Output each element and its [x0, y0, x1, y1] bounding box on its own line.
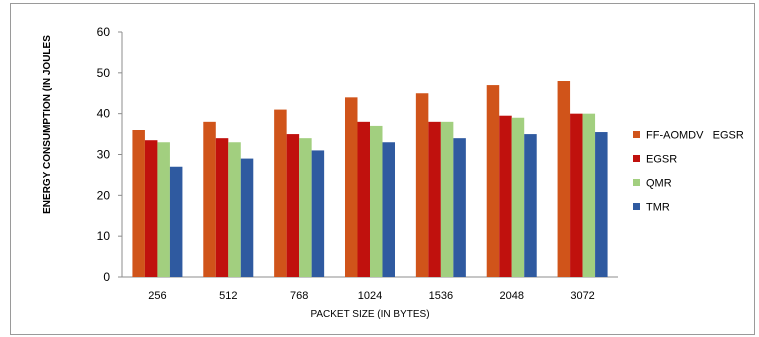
x-axis-label: PACKET SIZE (IN BYTES)	[310, 309, 429, 320]
bar-ff-aomdv-egsr-256	[132, 130, 145, 277]
y-tick-label: 10	[97, 229, 111, 243]
bar-ff-aomdv-egsr-1536	[415, 93, 429, 277]
x-tick-label: 2048	[499, 290, 523, 302]
bar-tmr-512	[240, 158, 254, 277]
bar-ff-aomdv-egsr-768	[274, 109, 287, 277]
legend-label: QMR	[646, 178, 672, 190]
bar-tmr-1024	[382, 142, 395, 277]
bar-qmr-2048	[511, 117, 525, 277]
y-tick-label: 50	[97, 66, 111, 80]
legend-label: EGSR	[646, 154, 677, 166]
bar-egsr-3072	[570, 113, 583, 278]
x-tick-label: 3072	[570, 290, 594, 302]
bar-tmr-768	[311, 150, 325, 277]
bar-qmr-512	[228, 142, 241, 277]
legend-swatch	[633, 179, 640, 186]
bar-egsr-512	[215, 138, 229, 277]
legend-swatch	[633, 155, 640, 162]
bar-qmr-3072	[582, 113, 596, 278]
x-tick-label: 512	[219, 290, 237, 302]
bar-egsr-768	[286, 134, 300, 277]
bar-tmr-1536	[453, 138, 466, 277]
y-tick-label: 40	[97, 107, 111, 121]
bar-tmr-2048	[524, 134, 537, 277]
legend-label: FF-AOMDV EGSR	[646, 130, 744, 142]
bar-qmr-1536	[440, 121, 454, 277]
bar-ff-aomdv-egsr-1024	[345, 97, 358, 277]
bar-egsr-1536	[428, 121, 441, 277]
bar-ff-aomdv-egsr-512	[203, 121, 216, 277]
y-axis-label: ENERGY CONSUMPTION (IN JOULES	[42, 35, 53, 214]
bar-tmr-3072	[595, 132, 608, 277]
x-tick-label: 1536	[429, 290, 453, 302]
bar-qmr-256	[157, 142, 170, 277]
x-tick-label: 1024	[358, 290, 382, 302]
y-tick-label: 0	[103, 270, 110, 284]
bar-egsr-256	[144, 140, 158, 277]
y-tick-label: 60	[97, 25, 111, 39]
bar-qmr-1024	[370, 125, 383, 278]
legend-swatch	[633, 203, 640, 210]
bar-egsr-2048	[499, 115, 512, 277]
x-tick-label: 256	[148, 290, 166, 302]
legend-label: TMR	[646, 202, 670, 214]
x-tick-label: 768	[290, 290, 308, 302]
bar-ff-aomdv-egsr-2048	[486, 85, 500, 277]
bar-egsr-1024	[357, 121, 370, 277]
bar-ff-aomdv-egsr-3072	[557, 81, 571, 277]
y-tick-label: 20	[97, 188, 111, 202]
y-tick-label: 30	[97, 148, 111, 162]
legend-swatch	[633, 131, 640, 138]
bar-qmr-768	[299, 138, 312, 277]
bar-tmr-256	[169, 166, 183, 277]
